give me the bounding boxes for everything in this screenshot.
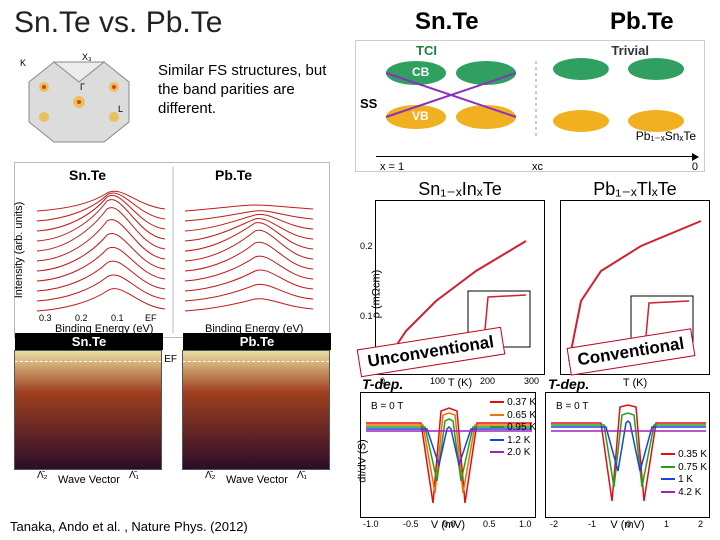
didv-xtick: 1 [664,519,669,529]
xtick-x1: x = 1 [380,161,404,173]
band-inversion-diagram: TCI Trivial SS CB VB CB VB Pb₁₋ₓSnₓTe x … [355,40,705,172]
arpes-xtick: EF [145,313,157,323]
bz-icon: K X₃ Γ L [14,52,144,152]
arpes-title-snte: Sn.Te [69,167,106,183]
map-tick: Λ̄₁ [297,470,307,481]
didv-xtick: 0 [626,519,631,529]
svg-text:B = 0 T: B = 0 T [556,401,588,412]
didv-plot-pbte: V (mV) B = 0 T 0.35 K 0.75 K 1 K 4.2 K -… [545,392,710,518]
svg-text:L: L [118,104,123,114]
map-pbte: Pb.Te Wave Vector Λ̄₂ Λ̄₁ [182,350,330,470]
didv-ylabel-left: dI/dV (S) [357,439,369,482]
vb-label-1: VB [412,109,429,123]
svg-text:Γ: Γ [80,82,85,92]
xtick-0: 0 [692,161,698,173]
xtick-xc: xc [532,161,543,173]
didv-xtick: -1 [588,519,596,529]
rho-ytick: 0.2 [360,241,373,251]
column-header-pbte: Pb.Te [610,8,674,36]
column-header-snte: Sn.Te [415,8,479,36]
svg-text:K: K [20,58,26,68]
didv-xtick: 0.0 [443,519,456,529]
rho-xtick: 300 [524,376,539,386]
citation-text: Tanaka, Ando et al. , Nature Phys. (2012… [10,519,248,534]
arpes-title-pbte: Pb.Te [215,167,252,183]
ef-line [15,361,161,362]
map-tick: Λ̄₂ [37,470,48,481]
rho-xtick: 200 [480,376,495,386]
page-title: Sn.Te vs. Pb.Te [14,6,222,40]
arpes-curves-icon [15,163,331,339]
arpes-waterfall: Sn.Te Pb.Te Intensity (arb. units) [14,162,330,338]
caption-text: Similar FS structures, but the band pari… [158,62,348,118]
didv-legend-left: 0.37 K 0.65 K 0.95 K 1.2 K 2.0 K [490,397,536,460]
didv-xtick: 2 [698,519,703,529]
fermi-surface-sketch: K X₃ Γ L [14,52,144,152]
arpes-xtick: 0.1 [111,313,124,323]
didv-plot-snte: dI/dV (S) V (mV) B = 0 T 0.37 K 0.65 K 0… [360,392,536,518]
rho-xtick: 100 [430,376,445,386]
arpes-ylabel: Intensity (arb. units) [13,202,25,299]
rho-ytick: 0.1 [360,311,373,321]
map-title-snte: Sn.Te [15,333,163,350]
map-tick: Λ̄₁ [129,470,139,481]
didv-xtick: -0.5 [403,519,419,529]
cb-label-1: CB [412,65,429,79]
didv-legend-right: 0.35 K 0.75 K 1 K 4.2 K [661,449,707,499]
arpes-xtick: 0.2 [75,313,88,323]
ef-line [183,361,329,362]
svg-text:X₃: X₃ [82,52,92,62]
map-snte: Sn.Te EF Wave Vector Λ̄₂ Λ̄₁ [14,350,162,470]
rho-title-left: Sn₁₋ₓInₓTe [376,179,544,200]
didv-xtick: -2 [550,519,558,529]
tdep-label-left: T-dep. [362,376,403,392]
rho-title-right: Pb₁₋ₓTlₓTe [561,179,709,200]
didv-xtick: 0.5 [483,519,496,529]
map-tick: Λ̄₂ [205,470,216,481]
didv-xtick: 1.0 [519,519,532,529]
ef-label: EF [164,354,177,365]
didv-xtick: -1.0 [363,519,379,529]
tdep-label-right: T-dep. [548,376,589,392]
btext-left: B = 0 T [371,401,403,412]
arpes-xtick: 0.3 [39,313,52,323]
band-formula: Pb₁₋ₓSnₓTe [636,129,696,143]
arpes-maps: Sn.Te EF Wave Vector Λ̄₂ Λ̄₁ Pb.Te Wave … [14,350,330,496]
band-xaxis [376,156,698,157]
cb-label-2: CB [608,61,625,75]
vb-label-2: VB [608,113,625,127]
map-title-pbte: Pb.Te [183,333,331,350]
